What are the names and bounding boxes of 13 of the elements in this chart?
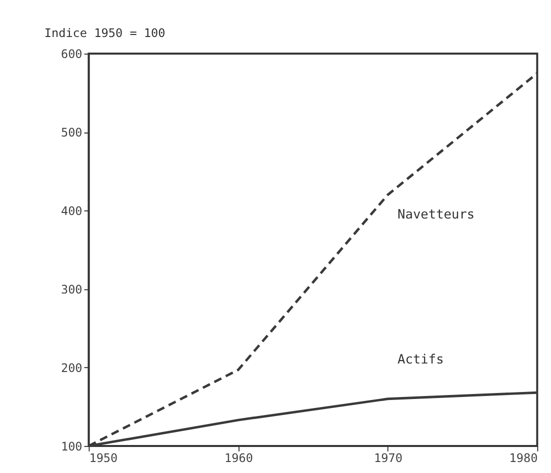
y-axis-title: Indice 1950 = 100 (44, 26, 166, 40)
y-tick-label: 100 (60, 439, 82, 454)
series-label: Navetteurs (398, 208, 475, 223)
x-tick-label: 1970 (374, 451, 402, 466)
y-tick-label: 400 (60, 204, 82, 218)
y-tick-label: 500 (60, 126, 82, 140)
y-tick-label: 600 (60, 47, 82, 62)
x-tick-label: 1980 (509, 451, 538, 466)
y-tick-label: 200 (60, 360, 82, 375)
x-tick-label: 1950 (89, 451, 118, 466)
x-tick-label: 1960 (224, 451, 253, 466)
text: Actifs (398, 352, 444, 368)
y-tick-label: 300 (60, 282, 82, 296)
